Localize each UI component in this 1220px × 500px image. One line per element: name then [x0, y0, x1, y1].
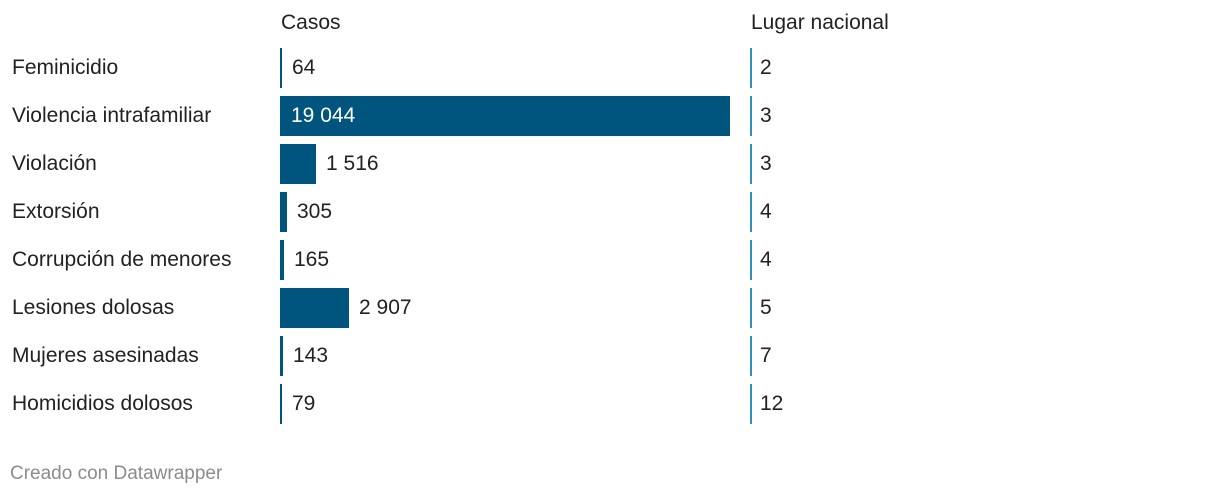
- lugar-value: 3: [760, 152, 772, 175]
- row-label: Violencia intrafamiliar: [12, 104, 212, 127]
- casos-value: 165: [294, 248, 330, 271]
- lugar-bar: [750, 192, 752, 232]
- table-row: Homicidios dolosos 79 12: [0, 384, 1220, 424]
- lugar-value: 3: [760, 104, 772, 127]
- table-row: Extorsión 305 4: [0, 192, 1220, 232]
- casos-bar: [280, 96, 730, 136]
- casos-value: 2 907: [359, 296, 412, 319]
- row-label: Mujeres asesinadas: [12, 344, 199, 367]
- casos-bar: [280, 144, 316, 184]
- casos-bar: [280, 384, 282, 424]
- casos-value: 143: [293, 344, 329, 367]
- row-label: Extorsión: [12, 200, 100, 223]
- table-row: Violación 1 516 3: [0, 144, 1220, 184]
- lugar-value: 2: [760, 56, 772, 79]
- table-row: Corrupción de menores 165 4: [0, 240, 1220, 280]
- lugar-bar: [750, 240, 752, 280]
- lugar-value: 4: [760, 200, 772, 223]
- lugar-bar: [750, 384, 752, 424]
- lugar-value: 12: [760, 392, 784, 415]
- lugar-value: 7: [760, 344, 772, 367]
- column-header-casos: Casos: [281, 11, 341, 34]
- lugar-bar: [750, 288, 752, 328]
- casos-bar: [280, 288, 349, 328]
- table-row: Mujeres asesinadas 143 7: [0, 336, 1220, 376]
- lugar-bar: [750, 144, 752, 184]
- casos-bar: [280, 240, 284, 280]
- casos-value: 64: [292, 56, 316, 79]
- row-label: Feminicidio: [12, 56, 119, 79]
- casos-value: 19 044: [291, 104, 356, 127]
- row-label: Corrupción de menores: [12, 248, 232, 271]
- table-row: Feminicidio 64 2: [0, 48, 1220, 88]
- casos-value: 79: [292, 392, 316, 415]
- row-label: Violación: [12, 152, 97, 175]
- casos-bar: [280, 192, 287, 232]
- casos-value: 305: [297, 200, 333, 223]
- row-label: Homicidios dolosos: [12, 392, 193, 415]
- table-row: Violencia intrafamiliar 19 044 3: [0, 96, 1220, 136]
- lugar-value: 4: [760, 248, 772, 271]
- table-row: Lesiones dolosas 2 907 5: [0, 288, 1220, 328]
- lugar-bar: [750, 48, 752, 88]
- lugar-value: 5: [760, 296, 772, 319]
- lugar-bar: [750, 336, 752, 376]
- footer-credit: Creado con Datawrapper: [10, 463, 223, 484]
- casos-value: 1 516: [326, 152, 379, 175]
- row-label: Lesiones dolosas: [12, 296, 175, 319]
- casos-bar: [280, 336, 283, 376]
- column-header-lugar-nacional: Lugar nacional: [751, 11, 889, 34]
- lugar-bar: [750, 96, 752, 136]
- casos-bar: [280, 48, 282, 88]
